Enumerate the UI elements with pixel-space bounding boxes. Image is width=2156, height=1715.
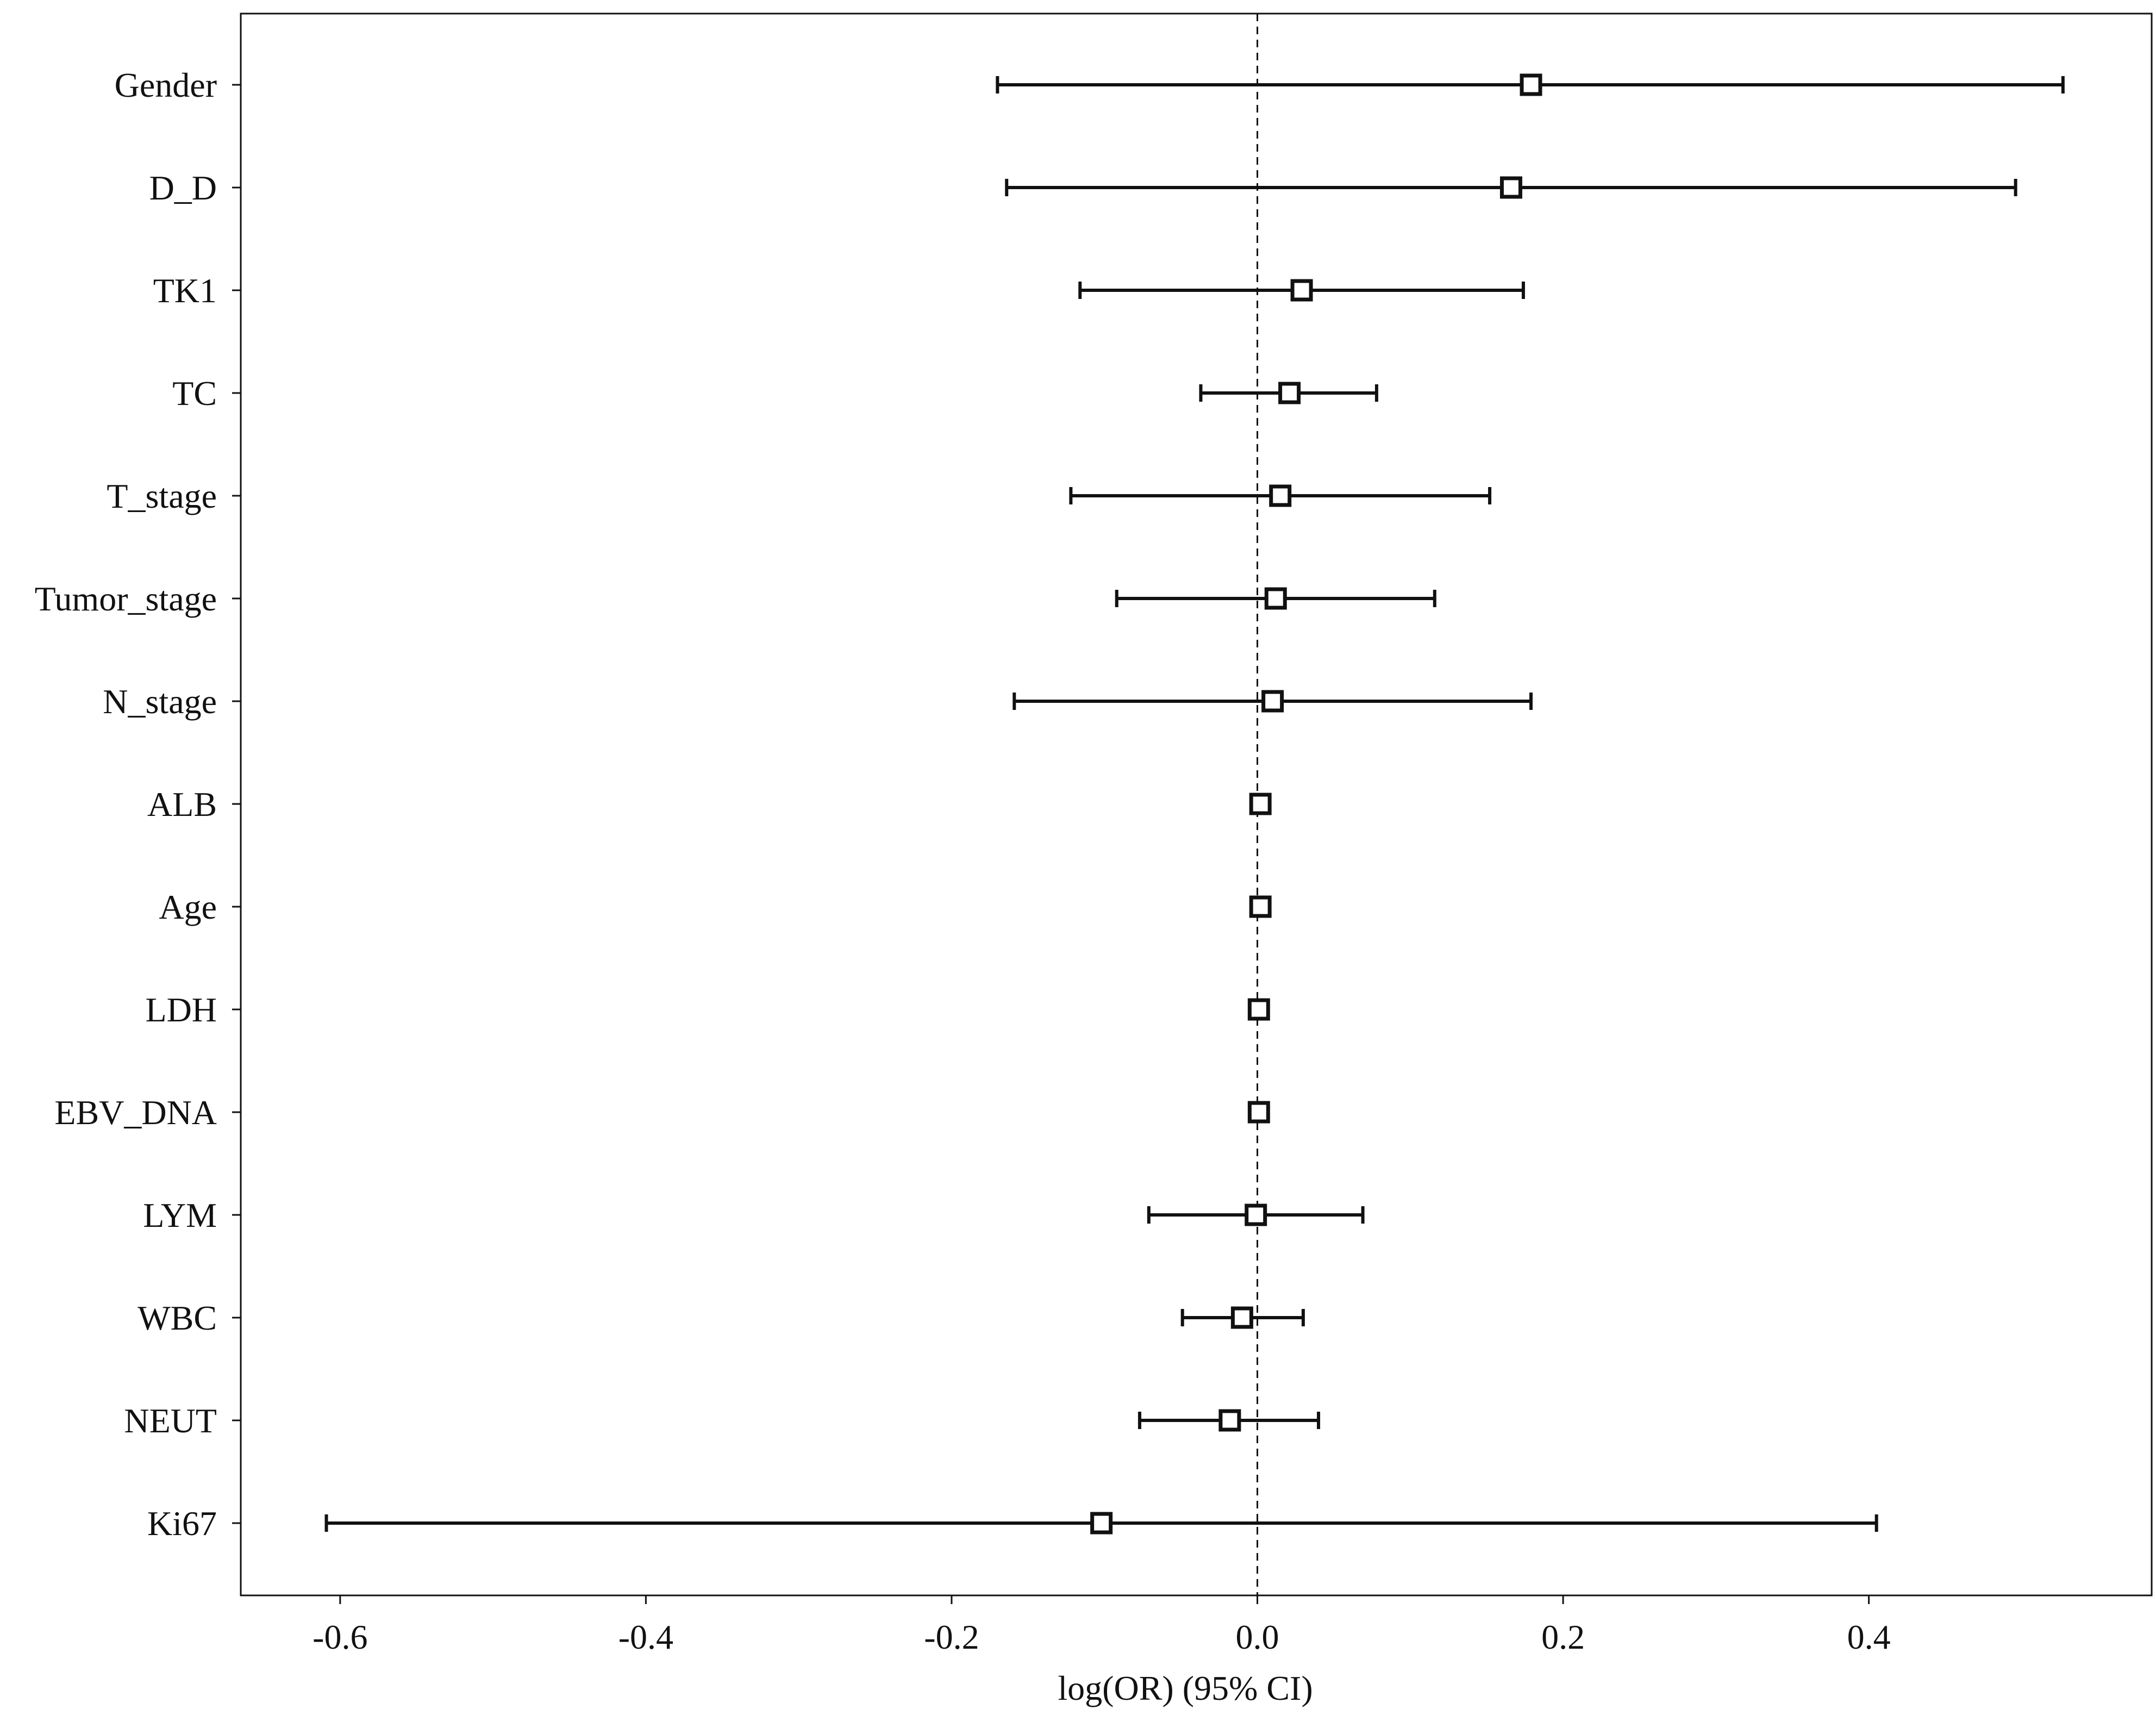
- row-ki67: [324, 1512, 1878, 1535]
- y-tick-label: T_stage: [107, 477, 217, 515]
- x-axis-label: log(OR) (95% CI): [1058, 1669, 1313, 1707]
- row-wbc: [1180, 1306, 1305, 1329]
- row-alb: [1249, 793, 1272, 815]
- point-estimate: [1499, 176, 1522, 199]
- row-tumor-stage: [1115, 587, 1436, 610]
- row-gender: [996, 73, 2065, 96]
- x-tick-label: 0.4: [1847, 1618, 1891, 1656]
- row-d-d: [1005, 176, 2017, 199]
- plot-frame: [240, 13, 2153, 1596]
- rows-layer: [324, 73, 2065, 1535]
- y-tick-label: Age: [159, 888, 217, 926]
- row-tk1: [1078, 279, 1525, 302]
- y-tick-label: TC: [172, 374, 217, 413]
- point-estimate: [1278, 382, 1301, 404]
- point-estimate: [1290, 279, 1313, 302]
- y-tick-label: TK1: [153, 271, 217, 310]
- x-tick-label: 0.0: [1236, 1618, 1279, 1656]
- point-estimate: [1520, 73, 1542, 96]
- x-axis: -0.6 -0.4 -0.2 0.0 0.2 0.4: [313, 1595, 1891, 1656]
- x-tick-label: -0.4: [618, 1618, 673, 1656]
- y-tick-label: EBV_DNA: [54, 1093, 217, 1132]
- point-estimate: [1249, 895, 1272, 918]
- row-n-stage: [1013, 690, 1533, 713]
- y-tick-label: Tumor_stage: [35, 579, 217, 618]
- point-estimate: [1247, 998, 1270, 1021]
- y-tick-label: N_stage: [103, 682, 217, 721]
- x-tick-label: 0.2: [1541, 1618, 1585, 1656]
- row-lym: [1147, 1203, 1365, 1226]
- y-tick-label: WBC: [138, 1299, 217, 1337]
- row-age: [1249, 895, 1272, 918]
- y-tick-label: LYM: [143, 1196, 217, 1234]
- x-tick-label: -0.2: [924, 1618, 979, 1656]
- y-tick-label: ALB: [147, 785, 217, 824]
- point-estimate: [1245, 1203, 1267, 1226]
- y-tick-label: NEUT: [124, 1401, 217, 1440]
- point-estimate: [1247, 1101, 1270, 1124]
- y-tick-label: LDH: [145, 990, 217, 1029]
- point-estimate: [1090, 1512, 1113, 1535]
- x-tick-label: -0.6: [313, 1618, 367, 1656]
- row-neut: [1138, 1409, 1321, 1432]
- y-tick-label: Ki67: [147, 1504, 217, 1543]
- point-estimate: [1269, 484, 1292, 507]
- point-estimate: [1249, 793, 1272, 815]
- point-estimate: [1218, 1409, 1241, 1432]
- row-ebv-dna: [1247, 1101, 1270, 1124]
- point-estimate: [1230, 1306, 1253, 1329]
- y-tick-label: Gender: [115, 66, 217, 104]
- point-estimate: [1264, 587, 1287, 610]
- y-tick-label: D_D: [149, 169, 217, 207]
- row-t-stage: [1069, 484, 1492, 507]
- y-axis: Gender D_D TK1 TC T_stage Tumor_stage N_stage A…: [35, 66, 241, 1543]
- row-tc: [1199, 382, 1378, 404]
- point-estimate: [1261, 690, 1284, 713]
- row-ldh: [1247, 998, 1270, 1021]
